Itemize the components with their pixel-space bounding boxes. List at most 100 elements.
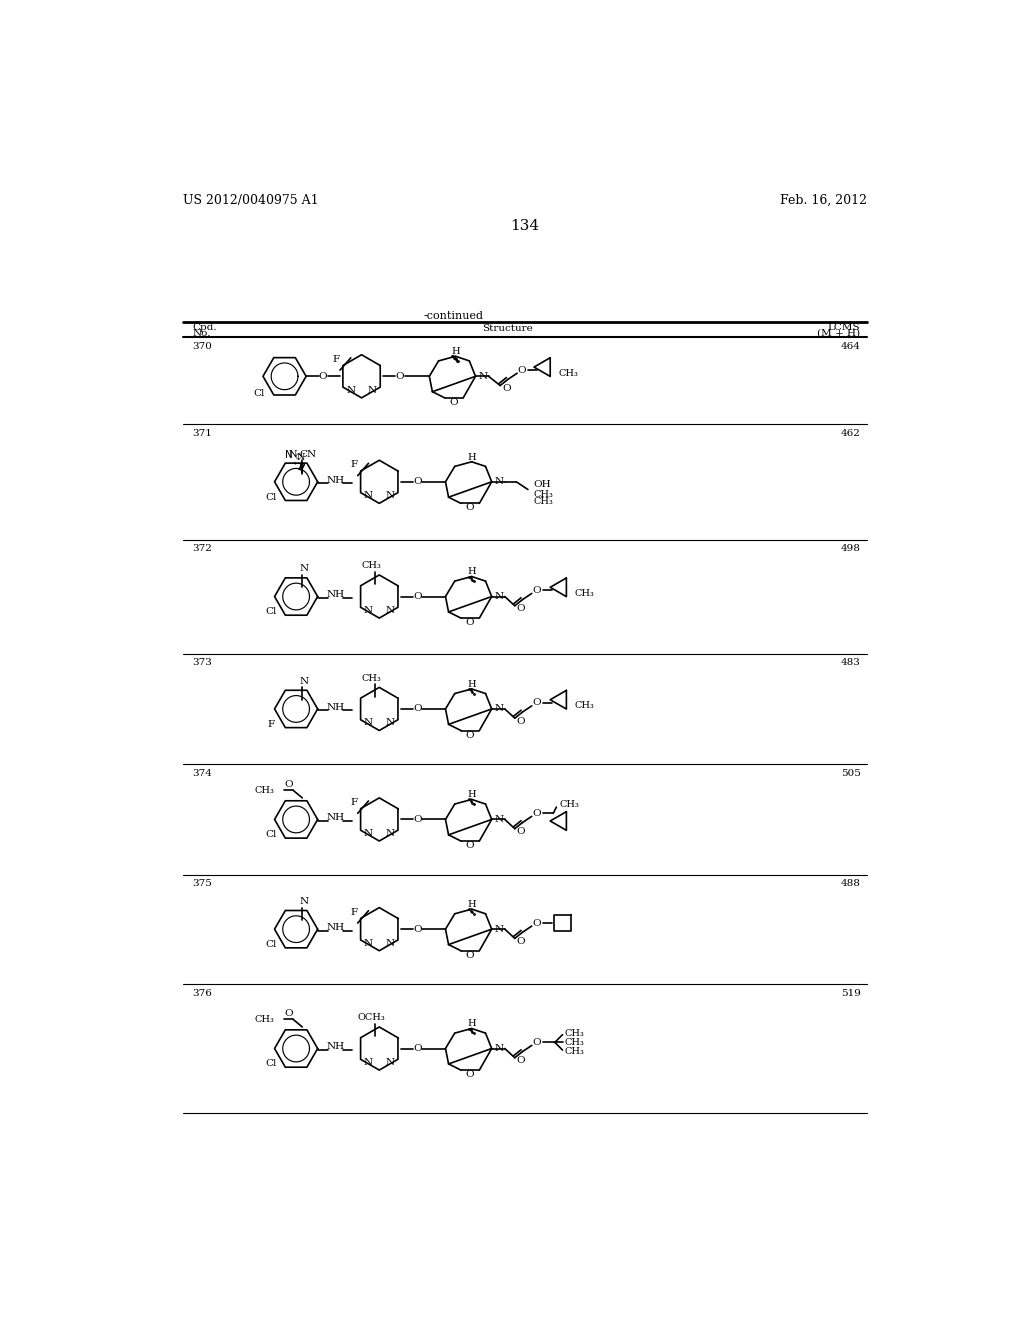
Text: N: N (297, 453, 305, 462)
Text: F: F (333, 355, 340, 364)
Text: N: N (289, 450, 297, 458)
Text: N: N (346, 385, 355, 395)
Text: CH₃: CH₃ (574, 701, 595, 710)
Text: Cl: Cl (265, 1060, 276, 1068)
Text: N: N (385, 606, 394, 615)
Text: F: F (350, 799, 357, 807)
Text: N: N (285, 450, 292, 461)
Text: NH: NH (327, 475, 344, 484)
Text: N: N (385, 1057, 394, 1067)
Text: -continued: -continued (424, 312, 484, 321)
Text: H: H (467, 453, 476, 462)
Text: O: O (532, 698, 541, 708)
Text: O: O (414, 925, 422, 933)
Text: N: N (385, 939, 394, 948)
Text: Feb. 16, 2012: Feb. 16, 2012 (779, 194, 866, 207)
Text: OH: OH (534, 480, 551, 490)
Text: Cl: Cl (266, 492, 278, 502)
Text: H: H (467, 1019, 476, 1028)
Text: 488: 488 (841, 879, 860, 888)
Text: F: F (267, 719, 274, 729)
Text: O: O (532, 586, 541, 595)
Text: N: N (364, 718, 373, 727)
Text: N: N (385, 491, 394, 500)
Text: 374: 374 (193, 770, 212, 777)
Text: C: C (295, 453, 301, 461)
Text: US 2012/0040975 A1: US 2012/0040975 A1 (183, 194, 318, 207)
Text: H: H (467, 568, 476, 577)
Text: O: O (466, 950, 474, 960)
Text: N: N (364, 829, 373, 838)
Text: N: N (299, 898, 308, 906)
Text: O: O (284, 780, 293, 788)
Text: NH: NH (327, 590, 344, 599)
Text: 519: 519 (841, 989, 860, 998)
Text: O: O (414, 814, 422, 824)
Text: O: O (517, 1056, 525, 1065)
Text: CH₃: CH₃ (255, 785, 274, 795)
Text: N: N (495, 814, 504, 824)
Text: CH₃: CH₃ (255, 1015, 274, 1024)
Text: O: O (517, 605, 525, 614)
Text: O: O (414, 593, 422, 601)
Text: OCH₃: OCH₃ (357, 1014, 385, 1022)
Text: O: O (466, 841, 474, 850)
Text: 372: 372 (193, 544, 212, 553)
Text: Structure: Structure (482, 325, 534, 333)
Text: N: N (385, 718, 394, 727)
Text: N: N (299, 565, 308, 573)
Text: 134: 134 (510, 219, 540, 234)
Text: O: O (517, 828, 525, 837)
Text: N: N (368, 385, 377, 395)
Text: LCMS: LCMS (827, 322, 860, 331)
Text: O: O (414, 1044, 422, 1053)
Text: NH: NH (327, 704, 344, 711)
Text: 376: 376 (193, 989, 212, 998)
Text: CH₃: CH₃ (564, 1028, 584, 1038)
Text: 483: 483 (841, 659, 860, 667)
Text: CH₃: CH₃ (559, 368, 579, 378)
Text: N: N (495, 1044, 504, 1053)
Text: H: H (467, 791, 476, 800)
Text: Cpd.: Cpd. (193, 322, 217, 331)
Text: O: O (466, 1071, 474, 1080)
Text: CH₃: CH₃ (564, 1038, 584, 1047)
Text: F: F (350, 461, 357, 470)
Text: O: O (450, 399, 459, 407)
Text: CH₃: CH₃ (564, 1047, 584, 1056)
Text: H: H (467, 900, 476, 909)
Text: O: O (284, 1008, 293, 1018)
Text: NH: NH (327, 1043, 344, 1052)
Text: CH₃: CH₃ (534, 498, 553, 507)
Text: O: O (532, 919, 541, 928)
Text: N: N (364, 939, 373, 948)
Text: 464: 464 (841, 342, 860, 351)
Text: N: N (385, 829, 394, 838)
Text: CH₃: CH₃ (559, 800, 580, 809)
Text: (M + H): (M + H) (817, 329, 860, 338)
Text: CH₃: CH₃ (534, 490, 553, 499)
Text: O: O (532, 809, 541, 818)
Text: 371: 371 (193, 429, 212, 438)
Text: Cl: Cl (265, 607, 276, 616)
Text: N: N (364, 1057, 373, 1067)
Text: 370: 370 (193, 342, 212, 351)
Text: O: O (395, 372, 404, 380)
Text: 375: 375 (193, 879, 212, 888)
Text: O: O (517, 366, 526, 375)
Text: O: O (318, 372, 328, 380)
Text: N: N (364, 606, 373, 615)
Text: O: O (517, 937, 525, 946)
Text: O: O (466, 731, 474, 739)
Text: N: N (495, 478, 504, 486)
Text: H: H (467, 680, 476, 689)
Text: NH: NH (327, 813, 344, 822)
Text: CH₃: CH₃ (361, 673, 382, 682)
Text: N: N (299, 677, 308, 685)
Text: 462: 462 (841, 429, 860, 438)
Text: O: O (414, 478, 422, 486)
Text: 498: 498 (841, 544, 860, 553)
Text: O: O (532, 1038, 541, 1047)
Text: No.: No. (193, 329, 211, 338)
Text: O: O (414, 705, 422, 713)
